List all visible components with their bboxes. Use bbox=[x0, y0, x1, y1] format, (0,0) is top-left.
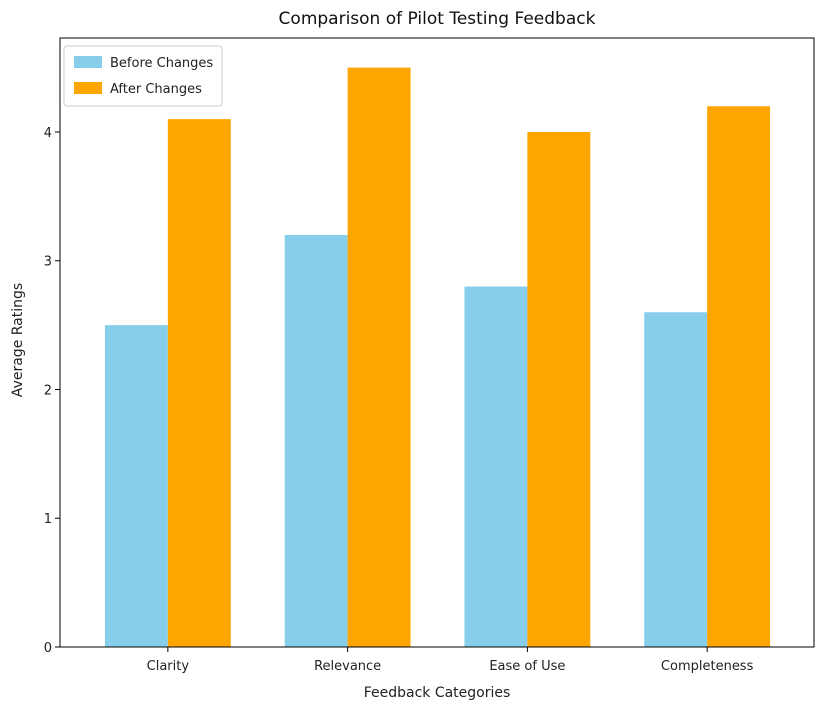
y-tick-label: 0 bbox=[44, 641, 52, 656]
bar-after-completeness bbox=[707, 106, 771, 648]
legend-label: Before Changes bbox=[110, 56, 213, 71]
y-tick-label: 1 bbox=[44, 512, 52, 527]
y-axis-label: Average Ratings bbox=[10, 283, 26, 397]
bar-before-relevance bbox=[284, 234, 348, 647]
x-tick-label: Completeness bbox=[661, 659, 754, 674]
bar-before-ease-of-use bbox=[464, 286, 528, 647]
bar-after-relevance bbox=[347, 67, 411, 648]
bar-after-ease-of-use bbox=[527, 131, 591, 647]
x-tick-label: Clarity bbox=[147, 659, 190, 674]
y-tick-label: 3 bbox=[44, 255, 52, 270]
y-tick-label: 4 bbox=[44, 126, 52, 141]
axes-group: 0 1 2 3 4 Clarity Relevance Ease of Use Complete… bbox=[44, 37, 815, 674]
x-tick-label: Relevance bbox=[314, 659, 381, 674]
x-axis-label: Feedback Categories bbox=[364, 685, 511, 701]
bars-group bbox=[104, 67, 771, 648]
bar-after-clarity bbox=[167, 119, 231, 648]
bar-before-clarity bbox=[104, 325, 168, 647]
bar-before-completeness bbox=[644, 312, 708, 647]
legend-swatch bbox=[74, 56, 102, 68]
legend-label: After Changes bbox=[110, 82, 202, 97]
legend-box bbox=[63, 45, 223, 107]
chart-title: Comparison of Pilot Testing Feedback bbox=[279, 9, 596, 29]
y-tick-label: 2 bbox=[44, 383, 52, 398]
legend: Before Changes After Changes bbox=[63, 45, 223, 107]
x-tick-label: Ease of Use bbox=[489, 659, 565, 674]
legend-swatch bbox=[74, 82, 102, 94]
plot-frame bbox=[59, 37, 815, 648]
